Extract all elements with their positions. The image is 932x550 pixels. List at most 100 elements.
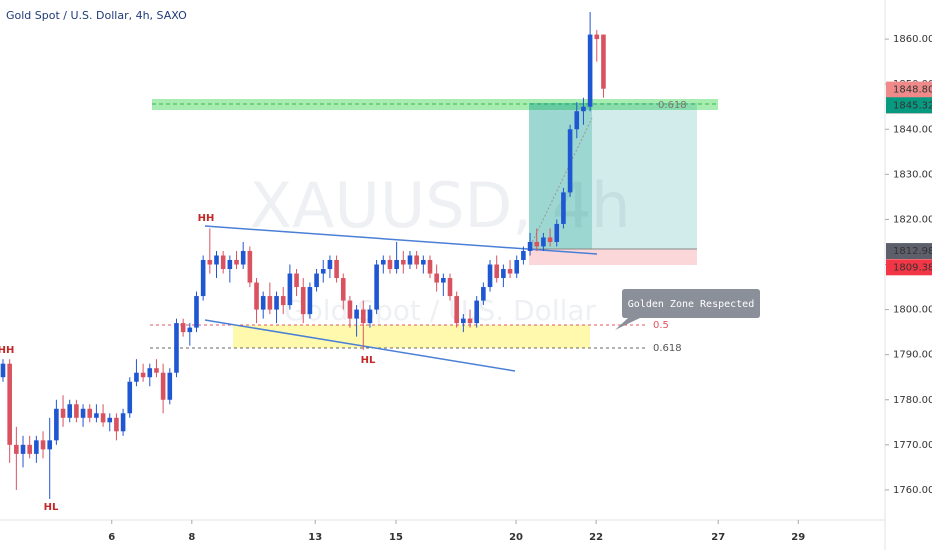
candle-body (481, 287, 486, 301)
callout-text: Golden Zone Respected (628, 299, 754, 310)
candle-body (220, 255, 226, 270)
candle-body (407, 255, 413, 265)
candle-body (534, 241, 540, 247)
watermark: XAUUSD, 4h (250, 169, 631, 242)
candle-body (487, 264, 493, 288)
stop-zone (529, 249, 697, 265)
candle-body (54, 408, 59, 441)
candle-body (567, 129, 573, 193)
candle-body (234, 260, 239, 265)
candle-body (240, 250, 246, 265)
candle-body (227, 260, 233, 270)
candle-body (474, 300, 479, 324)
x-tick-label: 29 (791, 532, 805, 543)
chart-title: Gold Spot / U.S. Dollar, 4h, SAXO (6, 9, 187, 22)
candle-body (347, 300, 353, 319)
candle-body (554, 223, 560, 242)
candle-body (421, 260, 426, 265)
candle-body (574, 111, 580, 130)
candle-body (581, 106, 586, 112)
candle-body (47, 440, 53, 450)
candle-body (267, 296, 273, 310)
candle-body (467, 318, 473, 324)
candle-body (494, 264, 500, 279)
y-tick-label: 1760.00 (893, 485, 932, 496)
target-filled (529, 103, 592, 249)
x-tick-label: 8 (188, 532, 195, 543)
candle-body (380, 260, 386, 265)
candle-body (461, 318, 466, 324)
y-tick-label: 1780.00 (893, 395, 932, 406)
candle-body (80, 408, 86, 418)
candle-body (180, 323, 186, 333)
candle-body (67, 404, 73, 418)
candle-body (247, 250, 253, 283)
candle-body (501, 269, 506, 279)
candle-body (507, 269, 513, 274)
candle-body (401, 260, 406, 265)
y-tick-label: 1840.00 (893, 124, 932, 135)
candle-body (87, 408, 93, 418)
swing-label: HL (361, 355, 376, 366)
candle-body (547, 237, 553, 242)
y-tick-label: 1820.00 (893, 214, 932, 225)
candle-body (427, 260, 433, 274)
trade-path (528, 117, 593, 250)
candle-body (27, 444, 32, 454)
candle-body (34, 440, 39, 454)
x-tick-label: 6 (108, 532, 115, 543)
x-tick-label: 15 (389, 532, 403, 543)
candle-body (320, 269, 326, 274)
candle-body (601, 34, 606, 89)
x-tick-label: 27 (711, 532, 725, 543)
swing-label: HL (44, 502, 59, 513)
candle-body (521, 250, 526, 260)
price-tag-label: 1809.38 (893, 262, 932, 273)
candle-body (40, 440, 46, 450)
candle-body (340, 278, 346, 301)
candle-body (120, 413, 126, 432)
price-tag-label: 1812.98 (893, 246, 932, 257)
candle-body (334, 260, 339, 279)
candle-body (114, 417, 119, 432)
y-tick-label: 1800.00 (893, 305, 932, 316)
fib-label: 0.5 (653, 320, 669, 331)
candle-body (60, 408, 66, 418)
candle-body (194, 296, 199, 328)
candle-body (200, 260, 206, 297)
candle-body (307, 287, 313, 315)
y-tick-label: 1830.00 (893, 169, 932, 180)
candle-body (274, 296, 279, 310)
candle-body (394, 260, 399, 270)
candle-body (287, 273, 293, 306)
candle-body (280, 296, 286, 306)
candle-body (134, 372, 139, 382)
candle-body (594, 34, 600, 40)
x-tick-label: 22 (589, 532, 603, 543)
candles (0, 12, 606, 499)
golden-zone (233, 325, 590, 348)
fib-label: 0.618 (653, 343, 682, 354)
candle-body (154, 368, 159, 373)
price-tag-label: 1845.32 (893, 100, 932, 111)
watermark-subtitle: Gold Spot / U.S. Dollar (284, 294, 597, 327)
candle-body (100, 413, 106, 423)
candle-body (300, 287, 306, 315)
candle-body (561, 192, 566, 224)
y-tick-label: 1770.00 (893, 440, 932, 451)
candle-body (254, 282, 259, 310)
candle-body (354, 309, 359, 319)
candle-body (360, 309, 366, 324)
candle-body (514, 260, 520, 274)
price-tag (886, 243, 932, 260)
candle-body (174, 323, 179, 373)
price-tag (886, 259, 932, 276)
candle-body (94, 413, 99, 418)
y-tick-label: 1860.00 (893, 34, 932, 45)
candle-body (147, 368, 153, 378)
candle-body (260, 296, 266, 310)
candle-body (541, 237, 546, 247)
x-tick-label: 20 (509, 532, 523, 543)
y-tick-label: 1790.00 (893, 350, 932, 361)
